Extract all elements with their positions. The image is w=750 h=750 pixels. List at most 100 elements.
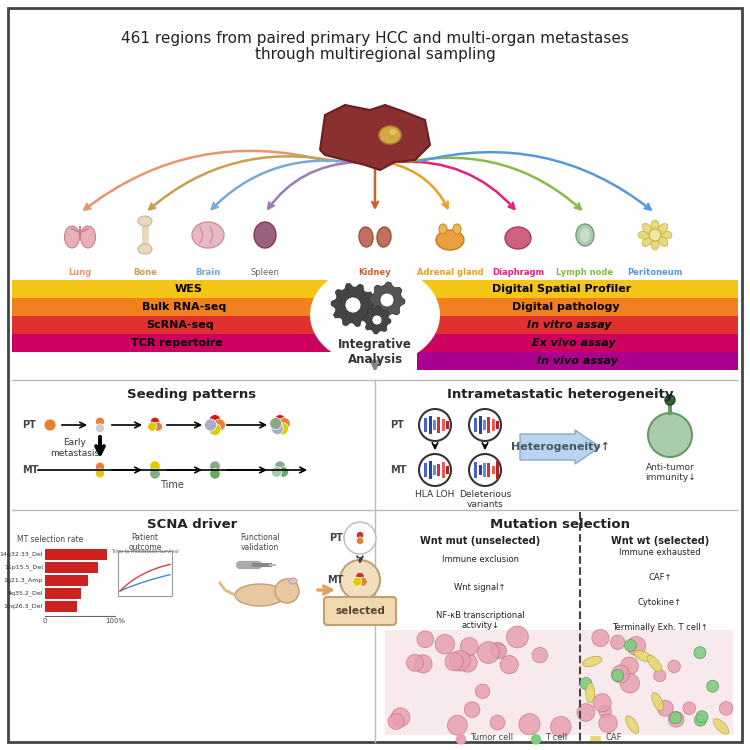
FancyBboxPatch shape: [487, 463, 490, 477]
Ellipse shape: [138, 244, 152, 254]
FancyBboxPatch shape: [478, 465, 482, 475]
Circle shape: [209, 415, 221, 427]
FancyBboxPatch shape: [12, 334, 341, 352]
Ellipse shape: [583, 656, 602, 667]
Circle shape: [214, 419, 226, 431]
Circle shape: [620, 657, 638, 675]
Text: 4q35.2_Del: 4q35.2_Del: [8, 591, 43, 596]
Text: ●: ●: [529, 731, 541, 745]
Circle shape: [490, 642, 506, 658]
Text: through multiregional sampling: through multiregional sampling: [254, 47, 495, 62]
FancyBboxPatch shape: [45, 588, 82, 599]
Ellipse shape: [436, 230, 464, 250]
Text: Bone: Bone: [133, 268, 157, 277]
Circle shape: [490, 716, 505, 730]
Ellipse shape: [453, 224, 461, 234]
Ellipse shape: [642, 236, 652, 247]
FancyBboxPatch shape: [446, 421, 449, 429]
Text: Mutation selection: Mutation selection: [490, 518, 630, 531]
FancyBboxPatch shape: [401, 316, 738, 334]
Ellipse shape: [658, 224, 668, 234]
FancyBboxPatch shape: [428, 416, 431, 434]
Text: CAF: CAF: [605, 734, 622, 742]
Text: 100%: 100%: [105, 618, 125, 624]
Circle shape: [648, 413, 692, 457]
FancyBboxPatch shape: [442, 462, 445, 478]
Ellipse shape: [419, 454, 451, 486]
Text: In vitro assay: In vitro assay: [527, 320, 612, 330]
FancyBboxPatch shape: [8, 8, 742, 742]
FancyBboxPatch shape: [483, 463, 486, 477]
Circle shape: [356, 572, 364, 581]
Text: Anti-tumor
immunity↓: Anti-tumor immunity↓: [644, 463, 695, 482]
Circle shape: [625, 640, 637, 652]
FancyBboxPatch shape: [496, 461, 499, 479]
Text: Diaphragm: Diaphragm: [492, 268, 544, 277]
Text: ●: ●: [454, 731, 466, 745]
Text: TCR repertoire: TCR repertoire: [130, 338, 222, 348]
FancyBboxPatch shape: [12, 298, 357, 316]
Circle shape: [627, 637, 646, 656]
Circle shape: [344, 522, 376, 554]
Circle shape: [95, 417, 104, 426]
Circle shape: [458, 653, 477, 672]
Circle shape: [598, 714, 617, 733]
Ellipse shape: [377, 227, 391, 247]
Ellipse shape: [634, 650, 653, 662]
Circle shape: [492, 644, 506, 658]
Text: SCNA driver: SCNA driver: [147, 518, 237, 531]
Circle shape: [435, 634, 454, 654]
Ellipse shape: [439, 224, 447, 234]
Ellipse shape: [658, 236, 668, 247]
FancyBboxPatch shape: [424, 463, 427, 477]
Circle shape: [278, 418, 290, 430]
Text: Ex vivo assay: Ex vivo assay: [532, 338, 615, 348]
Circle shape: [612, 665, 630, 683]
Ellipse shape: [359, 227, 373, 247]
Circle shape: [270, 418, 282, 430]
Circle shape: [358, 578, 368, 586]
Circle shape: [414, 655, 432, 673]
FancyBboxPatch shape: [118, 551, 172, 596]
FancyArrow shape: [520, 430, 600, 464]
FancyBboxPatch shape: [496, 421, 499, 429]
Circle shape: [460, 638, 478, 656]
Text: selected: selected: [335, 606, 385, 616]
Text: ▬: ▬: [589, 731, 602, 745]
FancyBboxPatch shape: [45, 601, 76, 612]
FancyBboxPatch shape: [487, 417, 490, 433]
Circle shape: [532, 647, 548, 663]
FancyBboxPatch shape: [433, 420, 436, 430]
FancyBboxPatch shape: [12, 280, 365, 298]
Circle shape: [670, 712, 682, 724]
FancyBboxPatch shape: [385, 630, 733, 735]
Circle shape: [445, 652, 464, 670]
Text: HLA LOH: HLA LOH: [416, 490, 454, 499]
Circle shape: [464, 702, 480, 718]
Circle shape: [388, 713, 404, 730]
Circle shape: [657, 700, 674, 716]
Circle shape: [696, 711, 708, 723]
Circle shape: [450, 650, 470, 671]
Ellipse shape: [379, 126, 401, 144]
Circle shape: [448, 716, 467, 735]
Ellipse shape: [626, 716, 639, 734]
Text: MT: MT: [22, 465, 38, 475]
Text: Patient
outcome: Patient outcome: [128, 533, 162, 553]
Text: Wnt wt (selected): Wnt wt (selected): [610, 536, 710, 546]
Circle shape: [345, 297, 361, 313]
FancyBboxPatch shape: [12, 316, 349, 334]
Circle shape: [506, 626, 528, 648]
Text: PT: PT: [22, 420, 36, 430]
FancyBboxPatch shape: [424, 418, 427, 432]
Text: NF-κB transcriptional
activity↓: NF-κB transcriptional activity↓: [436, 611, 524, 631]
Circle shape: [620, 674, 640, 693]
FancyBboxPatch shape: [324, 597, 396, 625]
Circle shape: [274, 461, 285, 472]
Text: ScRNA-seq: ScRNA-seq: [147, 320, 214, 330]
FancyBboxPatch shape: [433, 465, 436, 475]
FancyBboxPatch shape: [437, 464, 440, 476]
Circle shape: [500, 656, 518, 674]
Circle shape: [598, 705, 611, 718]
FancyBboxPatch shape: [491, 466, 494, 474]
